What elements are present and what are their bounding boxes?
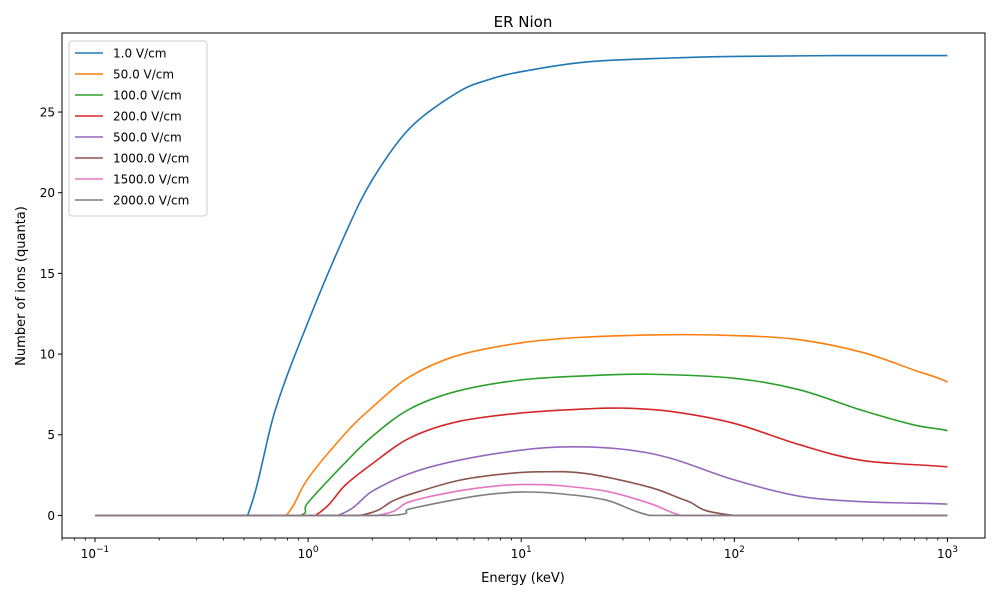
legend: 1.0 V/cm 50.0 V/cm 100.0 V/cm 200.0 V/cm 500… bbox=[68, 40, 208, 217]
y-tick-label: 25 bbox=[40, 106, 55, 120]
x-axis: 10−1 100 101 102 103 bbox=[61, 538, 958, 561]
series-line-3 bbox=[95, 407, 948, 517]
series-line-0 bbox=[95, 54, 948, 517]
x-tick-label: 101 bbox=[511, 545, 532, 561]
series-line-2 bbox=[95, 373, 948, 517]
y-tick-label: 10 bbox=[40, 348, 55, 362]
y-tick-label: 5 bbox=[47, 428, 55, 442]
series-line-6 bbox=[95, 483, 948, 517]
y-axis-label: Number of ions (quanta) bbox=[14, 206, 29, 366]
x-tick-label: 10−1 bbox=[81, 545, 110, 561]
legend-label: 2000.0 V/cm bbox=[113, 194, 189, 208]
legend-box bbox=[68, 40, 208, 217]
series-line-5 bbox=[95, 470, 948, 517]
legend-label: 200.0 V/cm bbox=[113, 110, 182, 124]
series-line-4 bbox=[95, 446, 948, 517]
legend-label: 1000.0 V/cm bbox=[113, 152, 189, 166]
x-axis-label: Energy (keV) bbox=[481, 571, 565, 586]
series-line-7 bbox=[95, 491, 948, 517]
y-tick-label: 0 bbox=[47, 509, 55, 523]
series-line-1 bbox=[95, 333, 948, 517]
legend-label: 1500.0 V/cm bbox=[113, 173, 189, 187]
x-tick-label: 103 bbox=[937, 545, 958, 561]
legend-label: 1.0 V/cm bbox=[113, 47, 166, 61]
x-tick-label: 100 bbox=[298, 545, 319, 561]
y-axis: 0 5 10 15 20 25 bbox=[40, 106, 62, 523]
y-tick-label: 15 bbox=[40, 267, 55, 281]
legend-label: 50.0 V/cm bbox=[113, 68, 174, 82]
plot-area bbox=[95, 54, 948, 517]
plot-frame bbox=[61, 32, 986, 539]
chart-title: ER Nion bbox=[494, 13, 553, 31]
legend-label: 100.0 V/cm bbox=[113, 89, 182, 103]
legend-label: 500.0 V/cm bbox=[113, 131, 182, 145]
x-tick-label: 102 bbox=[724, 545, 745, 561]
y-tick-label: 20 bbox=[40, 186, 55, 200]
